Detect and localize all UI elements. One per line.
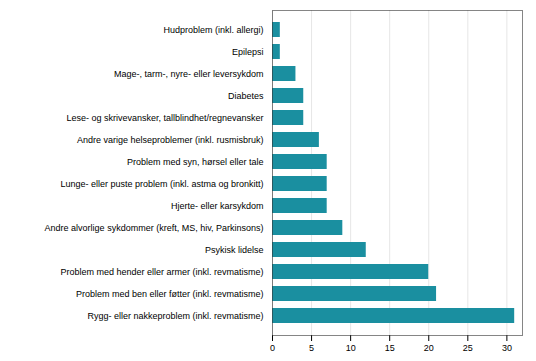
svg-text:Hudproblem (inkl. allergi): Hudproblem (inkl. allergi)	[163, 25, 263, 35]
svg-text:Hjerte- eller karsykdom: Hjerte- eller karsykdom	[171, 201, 264, 211]
svg-text:Problem med ben eller føtter (: Problem med ben eller føtter (inkl. revm…	[76, 289, 264, 299]
svg-text:25: 25	[463, 343, 473, 353]
svg-text:Lese- og skrivevansker, tallbl: Lese- og skrivevansker, tallblindhet/reg…	[66, 113, 263, 123]
svg-text:Problem med hender eller armer: Problem med hender eller armer (inkl. re…	[60, 267, 263, 277]
svg-text:Lunge- eller puste problem (in: Lunge- eller puste problem (inkl. astma …	[60, 179, 263, 189]
svg-text:Psykisk lidelse: Psykisk lidelse	[205, 245, 264, 255]
svg-text:Andre varige helseproblemer (i: Andre varige helseproblemer (inkl. rusmi…	[77, 135, 264, 145]
svg-text:Epilepsi: Epilepsi	[232, 47, 264, 57]
svg-text:Mage-, tarm-, nyre- eller leve: Mage-, tarm-, nyre- eller leversykdom	[114, 69, 264, 79]
svg-text:Diabetes: Diabetes	[228, 91, 264, 101]
svg-text:10: 10	[346, 343, 356, 353]
svg-text:20: 20	[424, 343, 434, 353]
svg-text:0: 0	[270, 343, 275, 353]
svg-text:Andre alvorlige sykdommer (kre: Andre alvorlige sykdommer (kreft, MS, hi…	[45, 223, 264, 233]
svg-text:15: 15	[385, 343, 395, 353]
svg-text:Problem med syn, hørsel eller: Problem med syn, hørsel eller tale	[127, 157, 264, 167]
svg-text:30: 30	[502, 343, 512, 353]
svg-text:5: 5	[309, 343, 314, 353]
svg-text:Rygg- eller nakkeproblem (inkl: Rygg- eller nakkeproblem (inkl. revmatis…	[87, 311, 263, 321]
